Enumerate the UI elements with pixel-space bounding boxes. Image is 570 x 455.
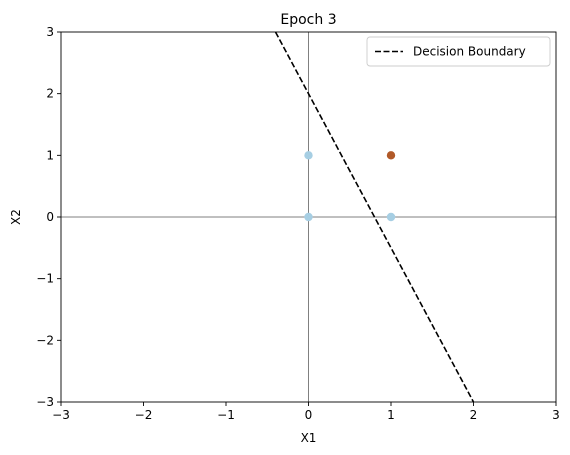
y-tick-label: 2 [46,87,54,101]
y-tick-label: 0 [46,210,54,224]
x-tick-label: −2 [135,408,153,422]
legend-label-decision-boundary: Decision Boundary [413,45,526,59]
x-tick-label: 0 [305,408,313,422]
y-tick-label: −3 [36,395,54,409]
x-tick-label: 3 [552,408,560,422]
x-tick-label: −3 [52,408,70,422]
data-point-1 [304,212,313,222]
y-tick-label: 1 [46,148,54,162]
data-point-4 [386,151,396,160]
y-tick-label: 3 [46,25,54,39]
legend-box [366,36,551,67]
chart-title: Epoch 3 [280,12,336,28]
x-tick-label: 1 [387,408,395,422]
plot-area: −3 −2 −1 0 1 2 3 −3 −2 −1 0 1 2 3 [36,25,560,422]
y-tick-label: −2 [36,333,54,347]
series-line-decision-boundary [274,32,475,402]
data-point-3 [386,212,396,222]
y-tick-label: −1 [36,272,54,286]
y-axis-label: X2 [9,209,23,225]
legend: Decision Boundary [366,36,551,67]
x-tick-label: −1 [217,408,235,422]
data-point-2 [304,151,313,160]
x-axis-label: X1 [301,431,317,445]
x-tick-label: 2 [470,408,478,422]
